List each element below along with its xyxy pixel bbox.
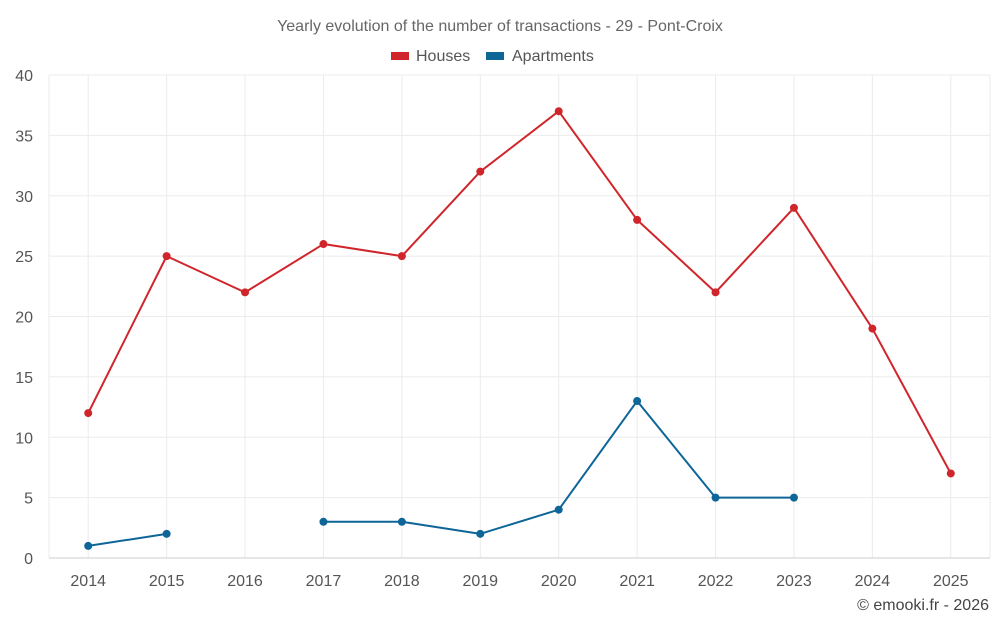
x-axis: 2014 2015 2016 2017 2018 2019 2020 2021 2022 2023… (49, 557, 990, 590)
houses-point-2022[interactable] (711, 288, 720, 297)
houses-point-2017[interactable] (319, 240, 328, 249)
x-tick-label: 2025 (933, 573, 969, 590)
y-tick-label: 5 (24, 491, 33, 508)
houses-point-2015[interactable] (162, 252, 171, 261)
apartments-point-2020[interactable] (554, 505, 563, 514)
legend-swatch-houses[interactable] (391, 52, 409, 60)
apartments-point-2015[interactable] (162, 529, 171, 538)
x-tick-label: 2016 (227, 573, 263, 590)
y-tick-label: 10 (15, 430, 33, 447)
x-tick-label: 2014 (70, 573, 106, 590)
legend-swatch-apartments[interactable] (486, 52, 504, 60)
x-tick-label: 2023 (776, 573, 812, 590)
x-tick-label: 2018 (384, 573, 420, 590)
y-tick-label: 25 (15, 249, 33, 266)
x-tick-label: 2024 (855, 573, 891, 590)
houses-point-2025[interactable] (946, 469, 955, 478)
credit-text: © emooki.fr - 2026 (857, 597, 989, 614)
x-tick-label: 2022 (698, 573, 734, 590)
legend: Houses Apartments (391, 48, 594, 65)
houses-point-2019[interactable] (476, 167, 485, 176)
apartments-point-2018[interactable] (397, 517, 406, 526)
legend-label-houses[interactable]: Houses (416, 48, 470, 65)
y-tick-label: 35 (15, 128, 33, 145)
houses-line (87, 110, 952, 474)
x-tick-label: 2020 (541, 573, 577, 590)
x-tick-label: 2021 (619, 573, 655, 590)
series-apartments (84, 397, 798, 550)
apartments-line (88, 532, 167, 547)
chart-title: Yearly evolution of the number of transa… (277, 18, 723, 35)
y-tick-label: 0 (24, 551, 33, 568)
apartments-point-2021[interactable] (633, 397, 642, 406)
y-tick-label: 40 (15, 68, 33, 85)
apartments-point-2019[interactable] (476, 529, 485, 538)
series-houses (84, 107, 955, 478)
y-tick-label: 30 (15, 189, 33, 206)
x-tick-label: 2019 (462, 573, 498, 590)
y-tick-label: 15 (15, 370, 33, 387)
houses-point-2016[interactable] (241, 288, 250, 297)
series-layer (84, 107, 955, 550)
apartments-point-2017[interactable] (319, 517, 328, 526)
x-tick-label: 2017 (306, 573, 342, 590)
houses-point-2018[interactable] (397, 252, 406, 261)
apartments-point-2023[interactable] (789, 493, 798, 502)
houses-point-2024[interactable] (868, 324, 877, 333)
grid-lines (48, 74, 991, 559)
houses-point-2020[interactable] (554, 107, 563, 116)
houses-point-2021[interactable] (633, 215, 642, 224)
houses-point-2023[interactable] (789, 203, 798, 212)
apartments-point-2022[interactable] (711, 493, 720, 502)
apartments-point-2014[interactable] (84, 541, 93, 550)
y-axis: 0 5 10 15 20 25 30 35 40 (15, 68, 33, 568)
x-tick-label: 2015 (149, 573, 185, 590)
legend-label-apartments[interactable]: Apartments (512, 48, 594, 65)
houses-point-2014[interactable] (84, 409, 93, 418)
y-tick-label: 20 (15, 310, 33, 327)
